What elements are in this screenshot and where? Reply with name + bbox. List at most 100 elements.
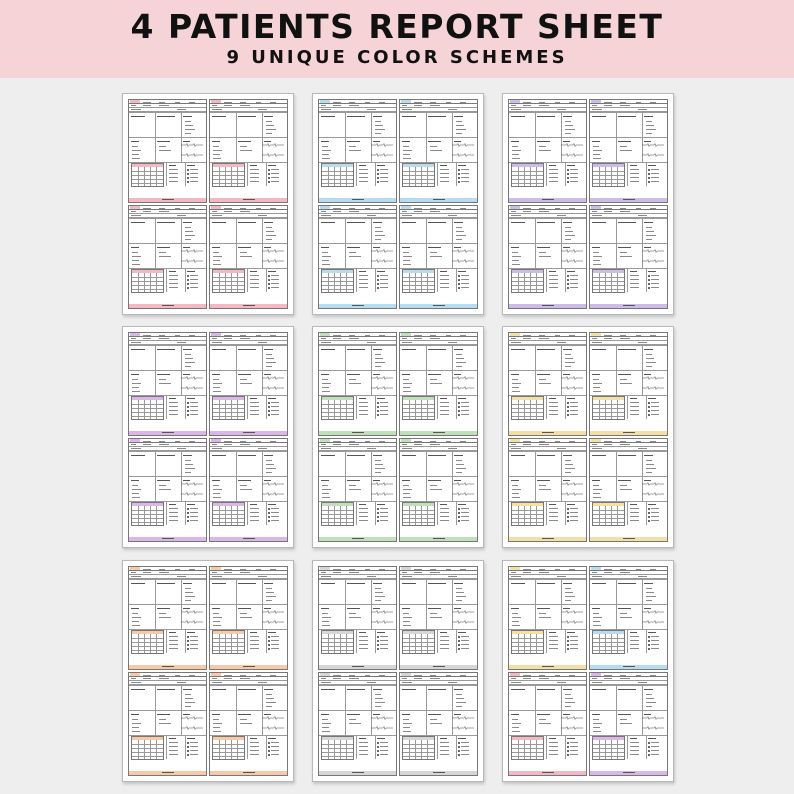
patient-report-card (209, 438, 288, 542)
patient-report-card (128, 672, 207, 776)
patient-report-card (318, 566, 397, 670)
patient-report-card (508, 672, 587, 776)
report-sheet-yellow (502, 326, 674, 548)
report-sheet-rainbow (502, 560, 674, 782)
ecg-wave-icon (371, 259, 393, 263)
ecg-wave-icon (561, 716, 583, 720)
patient-report-card (589, 99, 668, 203)
ecg-wave-icon (642, 726, 664, 730)
ecg-wave-icon (642, 482, 664, 486)
ecg-wave-icon (561, 726, 583, 730)
ecg-wave-icon (262, 492, 284, 496)
patient-report-card (209, 99, 288, 203)
ecg-wave-icon (181, 386, 203, 390)
patient-report-card (209, 205, 288, 309)
ecg-wave-icon (452, 376, 474, 380)
ecg-wave-icon (181, 610, 203, 614)
ecg-wave-icon (452, 482, 474, 486)
patient-report-card (128, 332, 207, 436)
ecg-wave-icon (561, 249, 583, 253)
ecg-wave-icon (181, 726, 203, 730)
patient-report-card (128, 438, 207, 542)
ecg-wave-icon (561, 153, 583, 157)
ecg-wave-icon (262, 259, 284, 263)
ecg-wave-icon (452, 620, 474, 624)
report-sheet-green (312, 326, 484, 548)
ecg-wave-icon (181, 259, 203, 263)
ecg-wave-icon (561, 376, 583, 380)
ecg-wave-icon (642, 386, 664, 390)
ecg-wave-icon (371, 153, 393, 157)
ecg-wave-icon (181, 620, 203, 624)
patient-report-card (318, 205, 397, 309)
patient-report-card (508, 99, 587, 203)
report-sheet-blue (312, 93, 484, 315)
patient-report-card (399, 672, 478, 776)
ecg-wave-icon (561, 492, 583, 496)
ecg-wave-icon (181, 143, 203, 147)
patient-report-card (589, 205, 668, 309)
patient-report-card (318, 332, 397, 436)
patient-report-card (128, 99, 207, 203)
patient-report-card (318, 438, 397, 542)
ecg-wave-icon (452, 716, 474, 720)
patient-report-card (508, 438, 587, 542)
ecg-wave-icon (371, 492, 393, 496)
ecg-wave-icon (181, 249, 203, 253)
patient-report-card (318, 672, 397, 776)
report-sheet-purple (122, 326, 294, 548)
ecg-wave-icon (262, 620, 284, 624)
ecg-wave-icon (452, 386, 474, 390)
ecg-wave-icon (642, 492, 664, 496)
patient-report-card (318, 99, 397, 203)
patient-report-card (209, 332, 288, 436)
ecg-wave-icon (561, 143, 583, 147)
color-scheme-grid (0, 78, 794, 794)
patient-report-card (128, 205, 207, 309)
patient-report-card (589, 566, 668, 670)
report-sheet-peach (122, 560, 294, 782)
ecg-wave-icon (642, 153, 664, 157)
ecg-wave-icon (262, 249, 284, 253)
report-sheet-gray (312, 560, 484, 782)
ecg-wave-icon (642, 376, 664, 380)
ecg-wave-icon (452, 143, 474, 147)
patient-report-card (399, 566, 478, 670)
ecg-wave-icon (371, 716, 393, 720)
ecg-wave-icon (452, 610, 474, 614)
ecg-wave-icon (371, 726, 393, 730)
patient-report-card (589, 332, 668, 436)
patient-report-card (508, 205, 587, 309)
ecg-wave-icon (561, 482, 583, 486)
ecg-wave-icon (561, 259, 583, 263)
ecg-wave-icon (181, 492, 203, 496)
ecg-wave-icon (642, 259, 664, 263)
page-subtitle: 9 UNIQUE COLOR SCHEMES (226, 47, 568, 68)
ecg-wave-icon (561, 620, 583, 624)
ecg-wave-icon (452, 259, 474, 263)
ecg-wave-icon (642, 143, 664, 147)
ecg-wave-icon (262, 610, 284, 614)
ecg-wave-icon (262, 143, 284, 147)
ecg-wave-icon (371, 620, 393, 624)
ecg-wave-icon (642, 249, 664, 253)
ecg-wave-icon (452, 153, 474, 157)
patient-report-card (399, 99, 478, 203)
ecg-wave-icon (262, 376, 284, 380)
patient-report-card (589, 438, 668, 542)
patient-report-card (399, 332, 478, 436)
ecg-wave-icon (262, 726, 284, 730)
report-sheet-lavender (502, 93, 674, 315)
report-sheet-pink (122, 93, 294, 315)
ecg-wave-icon (262, 153, 284, 157)
ecg-wave-icon (262, 386, 284, 390)
ecg-wave-icon (371, 249, 393, 253)
ecg-wave-icon (642, 610, 664, 614)
ecg-wave-icon (181, 482, 203, 486)
patient-report-card (399, 205, 478, 309)
ecg-wave-icon (371, 143, 393, 147)
ecg-wave-icon (181, 716, 203, 720)
ecg-wave-icon (371, 610, 393, 614)
patient-report-card (589, 672, 668, 776)
ecg-wave-icon (561, 610, 583, 614)
